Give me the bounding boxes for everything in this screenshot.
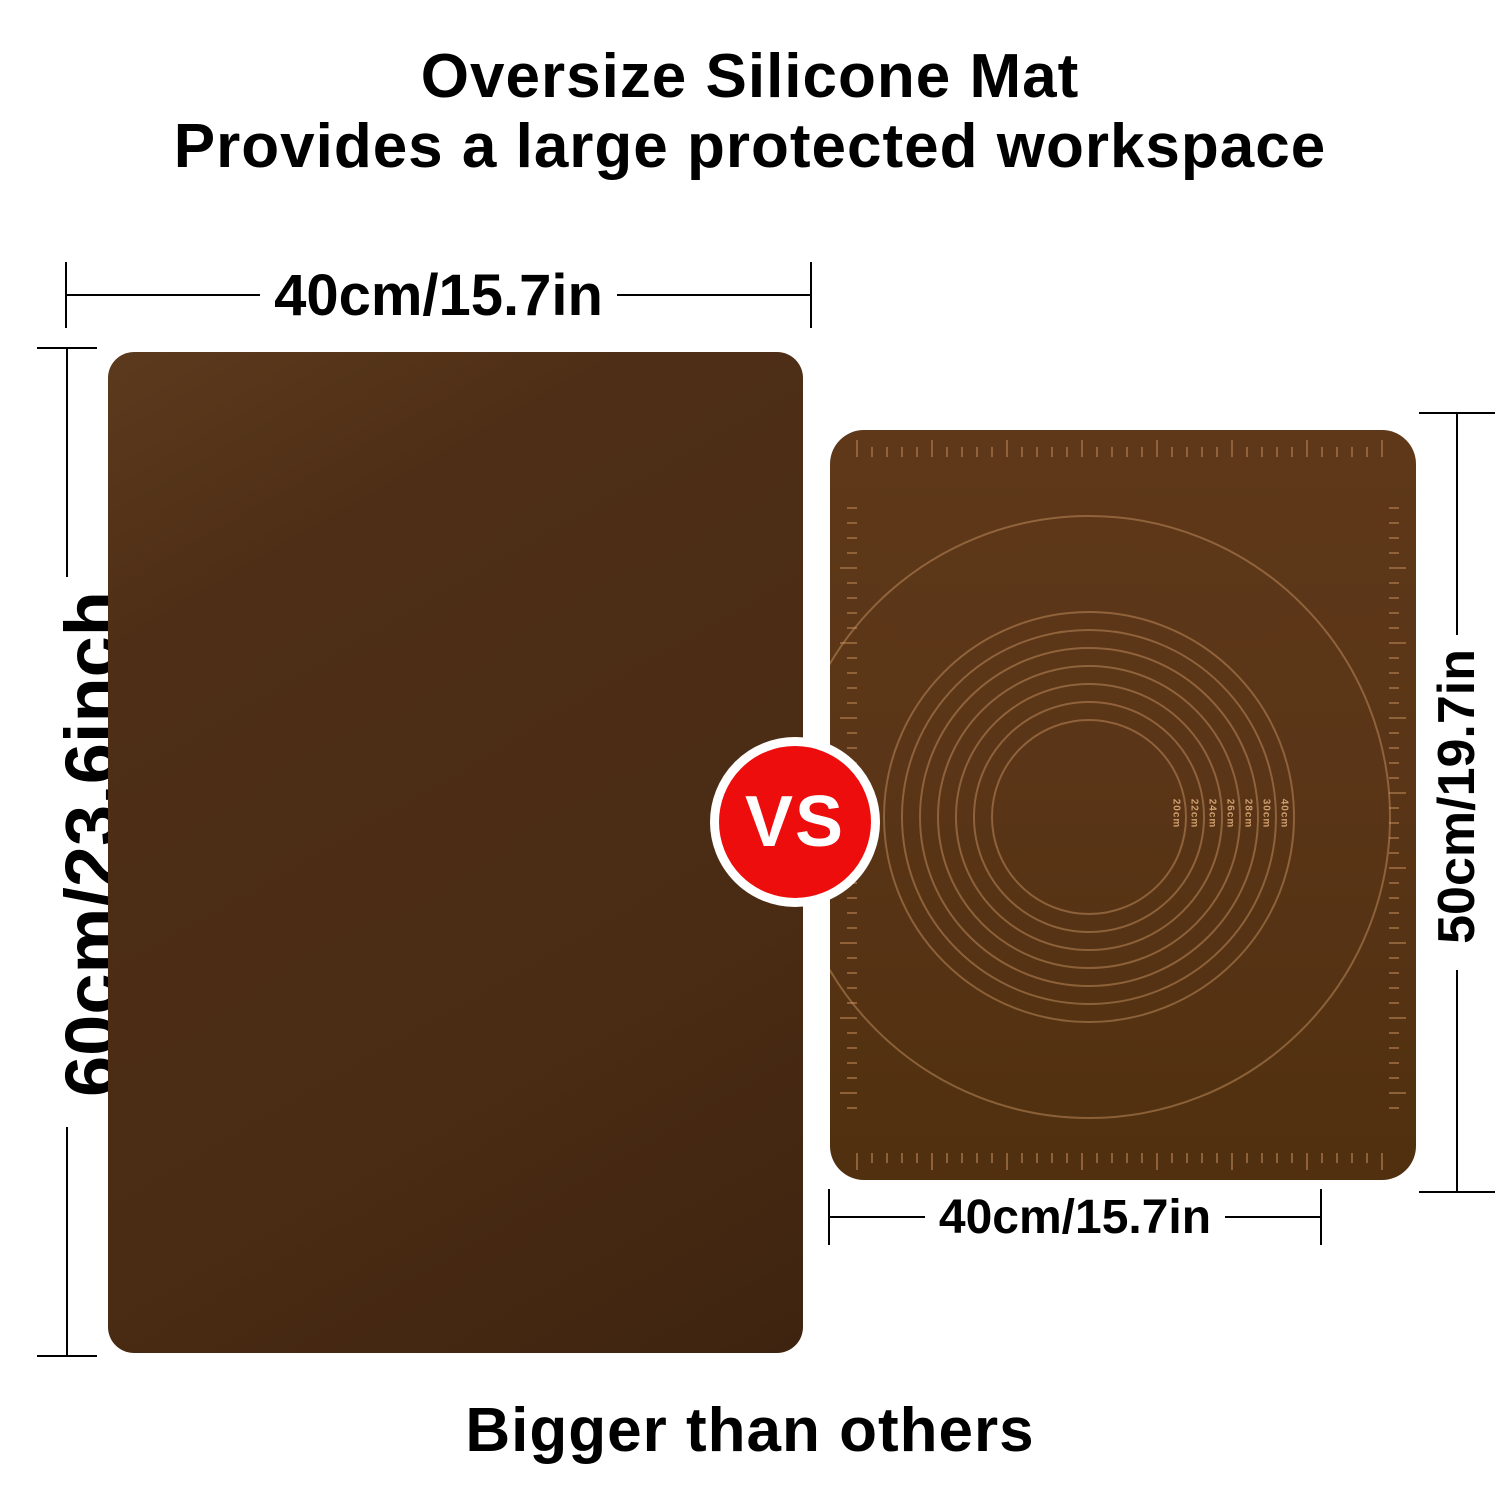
title-line-2: Provides a large protected workspace	[173, 112, 1327, 181]
large-mat-width-label: 40cm/15.7in	[274, 262, 603, 328]
dimension-large-mat-height: 60cm/23.6inch	[37, 347, 133, 1357]
vs-badge: VS	[710, 737, 880, 907]
small-mat-width-label: 40cm/15.7in	[938, 1190, 1212, 1244]
dimension-line	[66, 1127, 68, 1355]
measurement-circle	[830, 515, 1391, 1119]
dimension-line	[67, 294, 261, 296]
dimension-tick	[1419, 1191, 1495, 1193]
dimension-tick	[1419, 412, 1495, 414]
dimension-small-mat-height: 50cm/19.7in	[1419, 412, 1495, 1193]
dimension-tick	[65, 262, 67, 328]
dimension-line	[616, 294, 811, 296]
vs-label: VS	[744, 782, 846, 862]
dimension-tick	[1320, 1189, 1322, 1245]
ruler-scale-right	[1389, 494, 1406, 1116]
small-mat-height-label: 50cm/19.7in	[1428, 648, 1486, 944]
large-silicone-mat	[108, 352, 803, 1353]
title-line-1: Oversize Silicone Mat	[420, 42, 1080, 111]
small-silicone-mat: 20cm 22cm 24cm 26cm 28cm 30cm 40cm	[830, 430, 1416, 1180]
ruler-scale-bottom	[856, 1153, 1390, 1170]
dimension-line	[66, 349, 68, 577]
dimension-line	[830, 1216, 925, 1218]
dimension-line	[1456, 414, 1458, 635]
page-title: Oversize Silicone Mat Provides a large p…	[0, 42, 1500, 182]
dimension-tick	[37, 1355, 97, 1357]
dimension-line	[1225, 1216, 1320, 1218]
dimension-tick	[810, 262, 813, 328]
dimension-small-mat-width: 40cm/15.7in	[828, 1189, 1322, 1245]
ruler-scale-top	[856, 440, 1390, 457]
dimension-large-mat-width: 40cm/15.7in	[65, 262, 813, 328]
dimension-line	[1456, 970, 1458, 1191]
footer-slogan: Bigger than others	[465, 1396, 1035, 1465]
dimension-tick	[37, 347, 97, 349]
dimension-tick	[828, 1189, 830, 1245]
